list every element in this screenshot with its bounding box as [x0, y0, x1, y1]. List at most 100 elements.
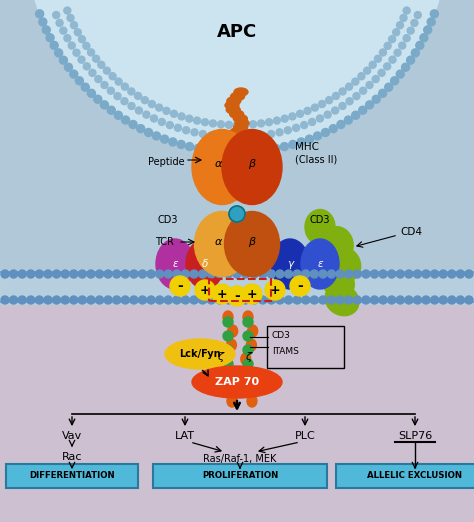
- Circle shape: [155, 104, 163, 111]
- Circle shape: [267, 270, 275, 278]
- Circle shape: [396, 296, 404, 304]
- Circle shape: [177, 140, 185, 148]
- Circle shape: [73, 49, 80, 56]
- Circle shape: [405, 296, 413, 304]
- Circle shape: [234, 122, 240, 128]
- Circle shape: [53, 11, 60, 19]
- Circle shape: [310, 296, 319, 304]
- Ellipse shape: [246, 339, 256, 351]
- Circle shape: [141, 97, 148, 104]
- Circle shape: [422, 296, 430, 304]
- Circle shape: [121, 98, 128, 105]
- Ellipse shape: [222, 381, 232, 393]
- Circle shape: [302, 270, 310, 278]
- Circle shape: [114, 92, 121, 100]
- Ellipse shape: [230, 110, 244, 118]
- Circle shape: [401, 63, 410, 71]
- Circle shape: [56, 19, 63, 27]
- Circle shape: [88, 49, 95, 56]
- Circle shape: [207, 270, 215, 278]
- Circle shape: [1, 296, 9, 304]
- Circle shape: [403, 34, 410, 42]
- Circle shape: [448, 270, 456, 278]
- Circle shape: [346, 98, 353, 105]
- Circle shape: [89, 69, 96, 76]
- Circle shape: [389, 56, 396, 63]
- Circle shape: [317, 115, 323, 122]
- Circle shape: [250, 270, 258, 278]
- Circle shape: [234, 134, 240, 140]
- Circle shape: [237, 148, 246, 156]
- Circle shape: [413, 270, 421, 278]
- Circle shape: [413, 296, 421, 304]
- Circle shape: [210, 120, 217, 127]
- Circle shape: [448, 296, 456, 304]
- Text: Ras/Raf-1, MEK: Ras/Raf-1, MEK: [203, 454, 277, 464]
- Circle shape: [430, 10, 438, 18]
- Circle shape: [170, 276, 190, 296]
- Circle shape: [130, 296, 138, 304]
- Circle shape: [242, 121, 248, 128]
- Circle shape: [42, 26, 50, 34]
- Circle shape: [281, 143, 288, 150]
- Circle shape: [332, 92, 339, 99]
- Circle shape: [190, 270, 198, 278]
- Circle shape: [297, 110, 303, 117]
- Circle shape: [94, 95, 102, 103]
- Circle shape: [53, 270, 61, 278]
- Circle shape: [284, 127, 292, 134]
- Circle shape: [439, 270, 447, 278]
- Text: +: +: [217, 288, 228, 301]
- Circle shape: [216, 296, 224, 304]
- Circle shape: [229, 206, 245, 222]
- Circle shape: [384, 42, 391, 50]
- Circle shape: [276, 129, 283, 136]
- Circle shape: [74, 29, 82, 36]
- Ellipse shape: [243, 311, 253, 323]
- Circle shape: [153, 132, 161, 140]
- Circle shape: [36, 10, 44, 18]
- Circle shape: [265, 280, 285, 300]
- Circle shape: [411, 19, 418, 27]
- Circle shape: [313, 132, 321, 140]
- Circle shape: [130, 270, 138, 278]
- Circle shape: [251, 133, 258, 140]
- Text: ZAP 70: ZAP 70: [215, 377, 259, 387]
- Text: LAT: LAT: [175, 431, 195, 441]
- Circle shape: [103, 67, 110, 74]
- Circle shape: [388, 296, 396, 304]
- Circle shape: [174, 124, 182, 132]
- Circle shape: [225, 133, 232, 140]
- Text: -: -: [297, 279, 303, 293]
- Circle shape: [257, 120, 264, 127]
- Text: ζ: ζ: [217, 352, 223, 362]
- Ellipse shape: [225, 211, 280, 277]
- Circle shape: [193, 117, 201, 124]
- Circle shape: [46, 34, 54, 42]
- Ellipse shape: [165, 339, 235, 369]
- Circle shape: [182, 127, 190, 134]
- Circle shape: [121, 296, 129, 304]
- Ellipse shape: [234, 124, 247, 132]
- Text: SLP76: SLP76: [398, 431, 432, 441]
- Circle shape: [178, 113, 185, 120]
- Circle shape: [55, 49, 63, 57]
- Circle shape: [44, 270, 52, 278]
- Circle shape: [242, 270, 250, 278]
- Circle shape: [173, 270, 181, 278]
- Circle shape: [259, 132, 266, 139]
- Circle shape: [309, 118, 316, 125]
- Circle shape: [399, 42, 406, 49]
- Circle shape: [233, 270, 241, 278]
- Circle shape: [151, 115, 157, 122]
- Circle shape: [155, 296, 164, 304]
- FancyBboxPatch shape: [153, 464, 327, 488]
- Text: PLC: PLC: [295, 431, 315, 441]
- Circle shape: [465, 270, 473, 278]
- Circle shape: [220, 148, 228, 156]
- Circle shape: [276, 270, 284, 278]
- Circle shape: [243, 359, 253, 369]
- Circle shape: [136, 107, 142, 114]
- Circle shape: [87, 296, 95, 304]
- Ellipse shape: [156, 239, 194, 289]
